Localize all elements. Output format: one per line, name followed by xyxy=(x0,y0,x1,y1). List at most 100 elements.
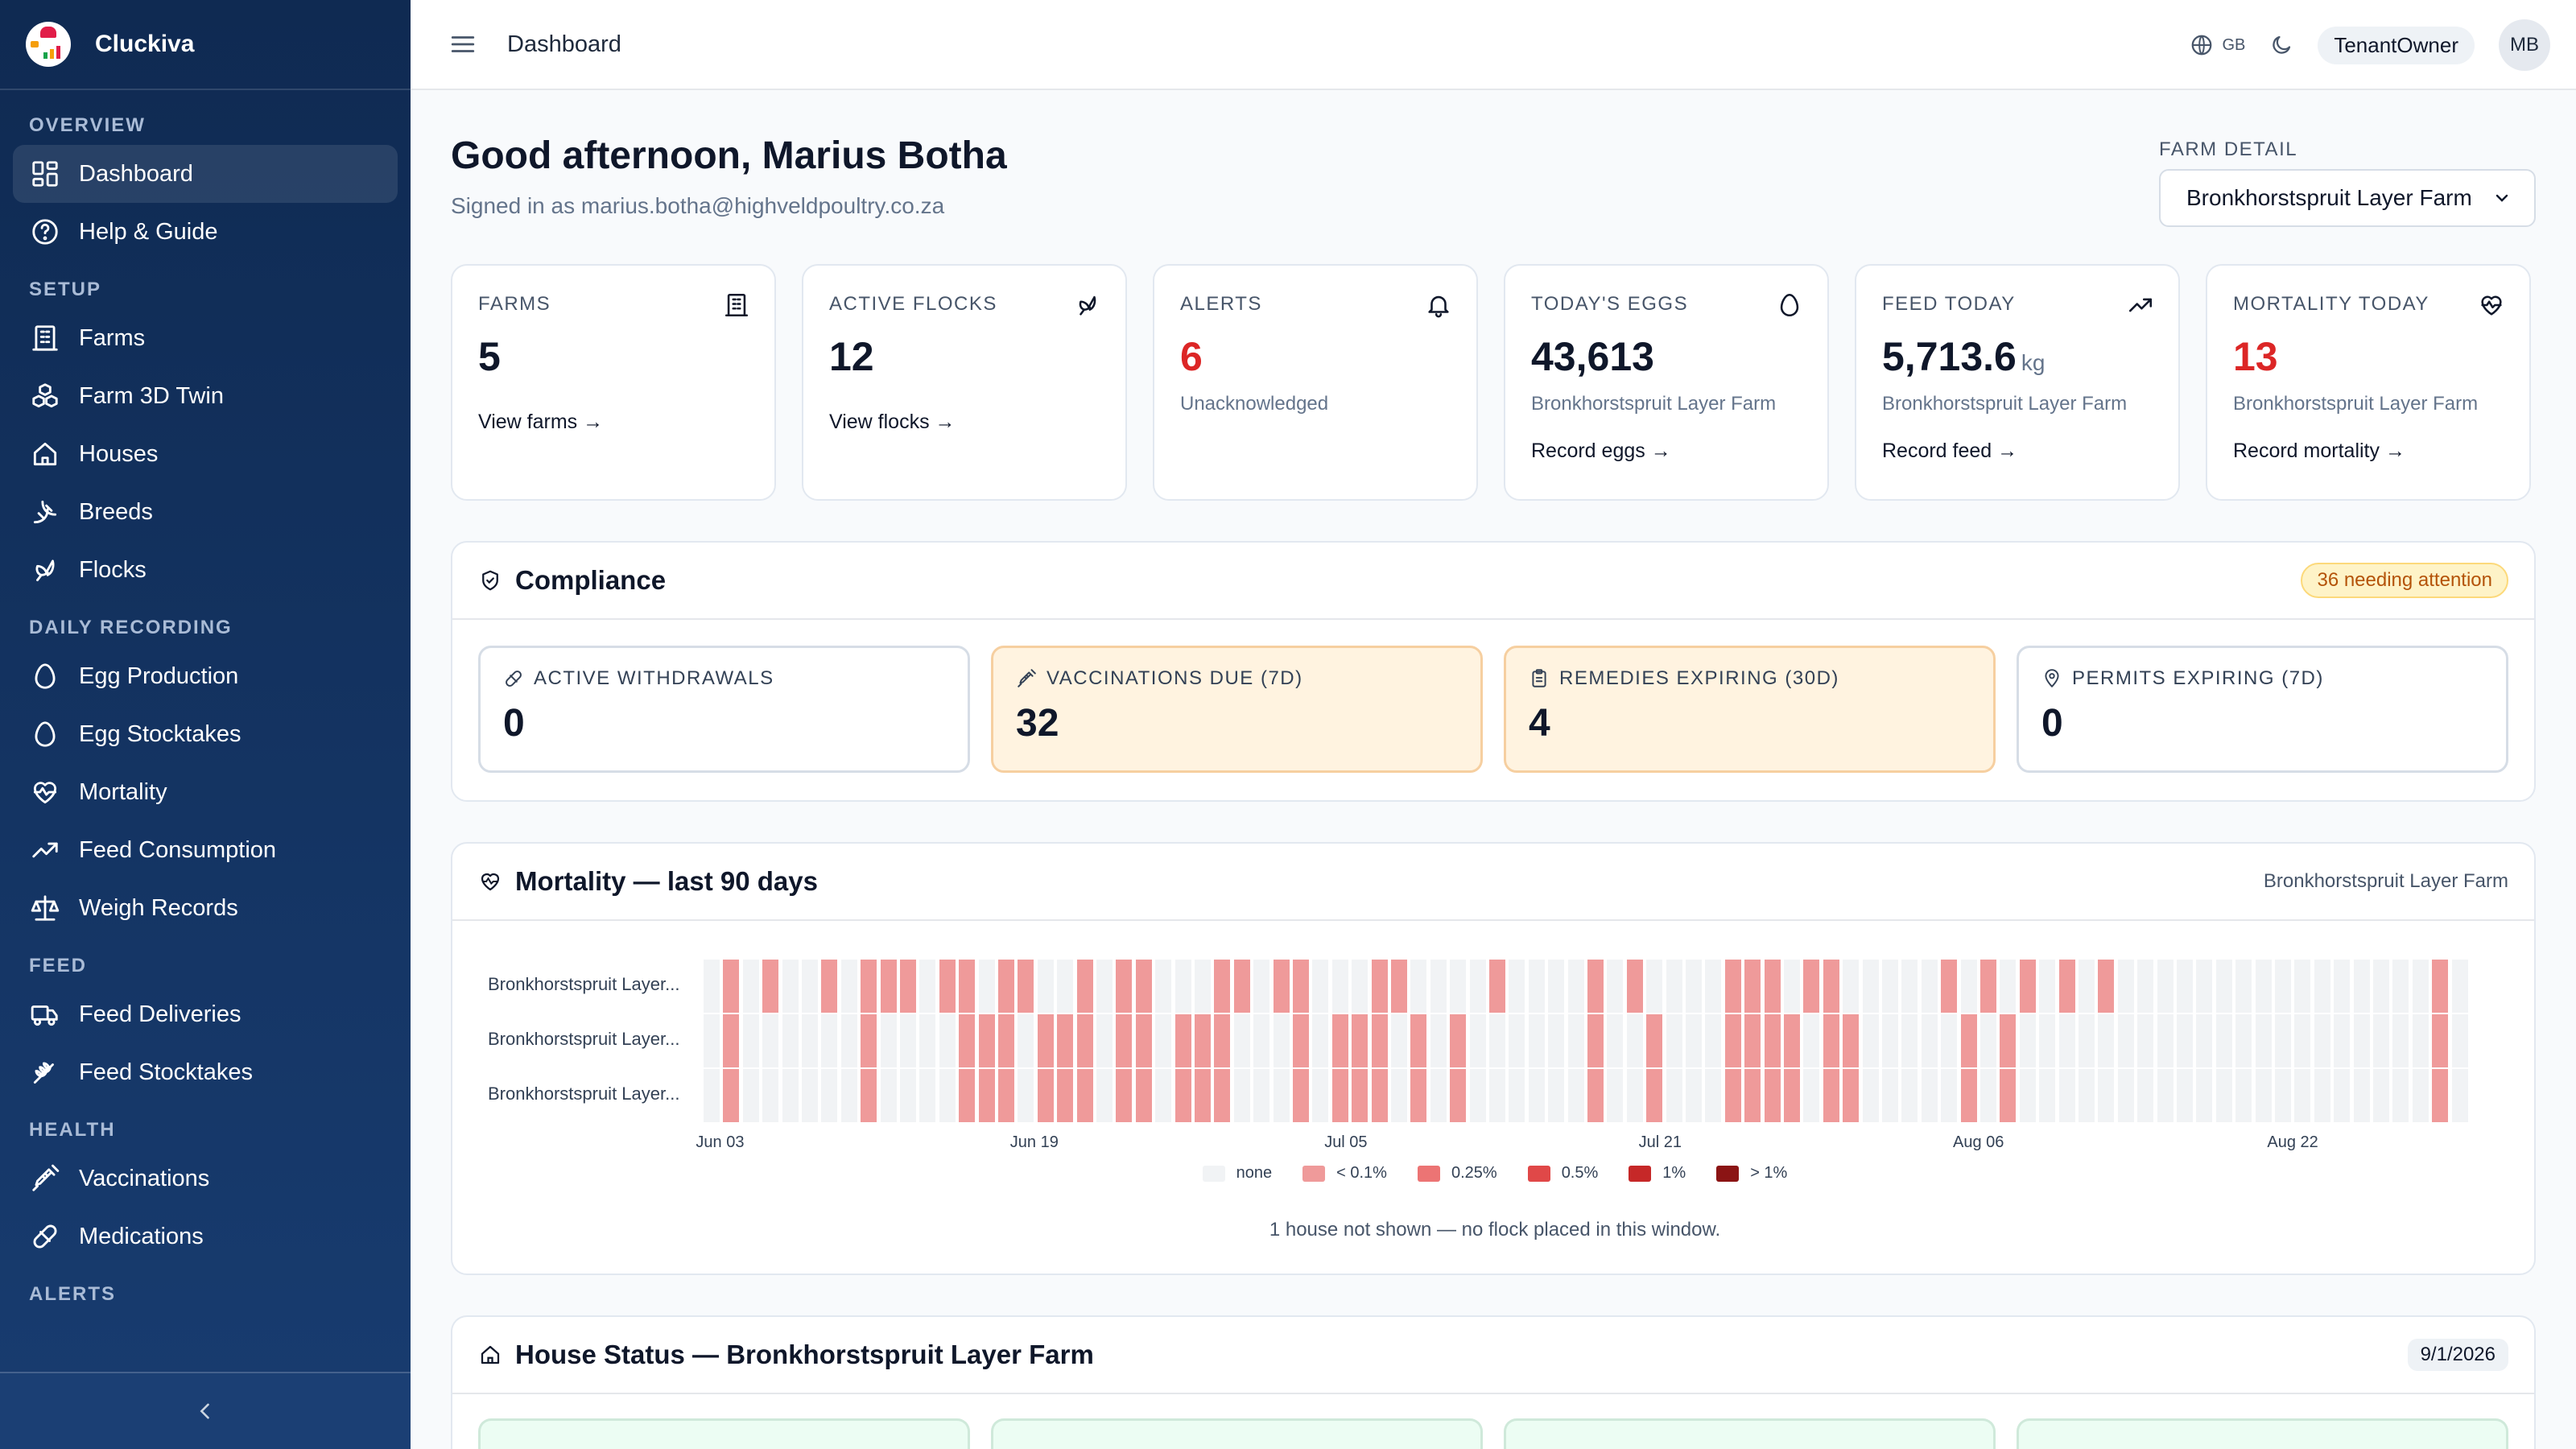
heatmap-cell[interactable] xyxy=(782,960,799,1013)
heatmap-cell[interactable] xyxy=(1764,1014,1781,1067)
heatmap-cell[interactable] xyxy=(2215,1069,2232,1122)
sidebar-item-feed-stocktakes[interactable]: Feed Stocktakes xyxy=(13,1043,398,1101)
heatmap-cell[interactable] xyxy=(2412,1069,2429,1122)
menu-toggle-button[interactable] xyxy=(448,29,478,60)
heatmap-cell[interactable] xyxy=(1253,960,1270,1013)
heatmap-cell[interactable] xyxy=(1803,960,1820,1013)
heatmap-cell[interactable] xyxy=(1509,1069,1525,1122)
heatmap-cell[interactable] xyxy=(998,1069,1014,1122)
heatmap-cell[interactable] xyxy=(2255,960,2272,1013)
heatmap-cell[interactable] xyxy=(1430,1014,1447,1067)
heatmap-cell[interactable] xyxy=(2177,1014,2193,1067)
heatmap-cell[interactable] xyxy=(2098,1014,2115,1067)
heatmap-cell[interactable] xyxy=(1352,1069,1368,1122)
heatmap-cell[interactable] xyxy=(1548,1069,1565,1122)
heatmap-cell[interactable] xyxy=(1273,960,1290,1013)
heatmap-cell[interactable] xyxy=(723,960,740,1013)
heatmap-cell[interactable] xyxy=(1744,1014,1761,1067)
heatmap-cell[interactable] xyxy=(1076,1069,1093,1122)
heatmap-cell[interactable] xyxy=(762,1069,779,1122)
heatmap-cell[interactable] xyxy=(1509,1014,1525,1067)
heatmap-cell[interactable] xyxy=(2019,960,2036,1013)
sidebar-item-breeds[interactable]: Breeds xyxy=(13,483,398,541)
heatmap-cell[interactable] xyxy=(1233,1014,1250,1067)
heatmap-cell[interactable] xyxy=(2392,960,2409,1013)
heatmap-cell[interactable] xyxy=(1116,960,1133,1013)
heatmap-cell[interactable] xyxy=(1607,960,1624,1013)
heatmap-cell[interactable] xyxy=(2255,1069,2272,1122)
compliance-card[interactable]: PERMITS EXPIRING (7D) 0 xyxy=(2017,646,2508,773)
heatmap-cell[interactable] xyxy=(704,1069,720,1122)
heatmap-cell[interactable] xyxy=(704,1014,720,1067)
heatmap-cell[interactable] xyxy=(2157,1069,2174,1122)
heatmap-cell[interactable] xyxy=(821,1069,838,1122)
heatmap-cell[interactable] xyxy=(1450,1069,1467,1122)
heatmap-cell[interactable] xyxy=(1214,960,1231,1013)
heatmap-cell[interactable] xyxy=(1293,1014,1309,1067)
heatmap-cell[interactable] xyxy=(2137,1014,2154,1067)
heatmap-cell[interactable] xyxy=(1960,1014,1977,1067)
heatmap-cell[interactable] xyxy=(2117,1014,2134,1067)
heatmap-cell[interactable] xyxy=(1469,1014,1486,1067)
heatmap-cell[interactable] xyxy=(1882,1014,1898,1067)
heatmap-cell[interactable] xyxy=(2373,1014,2389,1067)
heatmap-cell[interactable] xyxy=(1450,960,1467,1013)
heatmap-cell[interactable] xyxy=(2196,1014,2213,1067)
heatmap-cell[interactable] xyxy=(1882,1069,1898,1122)
heatmap-cell[interactable] xyxy=(1764,1069,1781,1122)
heatmap-cell[interactable] xyxy=(1391,1014,1407,1067)
heatmap-cell[interactable] xyxy=(1352,960,1368,1013)
heatmap-cell[interactable] xyxy=(1646,1069,1663,1122)
heatmap-cell[interactable] xyxy=(2314,1069,2330,1122)
heatmap-cell[interactable] xyxy=(1489,1014,1505,1067)
heatmap-cell[interactable] xyxy=(1862,1069,1879,1122)
heatmap-cell[interactable] xyxy=(1724,960,1741,1013)
heatmap-cell[interactable] xyxy=(1587,1069,1604,1122)
heatmap-cell[interactable] xyxy=(1744,960,1761,1013)
heatmap-cell[interactable] xyxy=(998,1014,1014,1067)
sidebar-item-farm-3d-twin[interactable]: Farm 3D Twin xyxy=(13,367,398,425)
heatmap-cell[interactable] xyxy=(1057,1069,1074,1122)
heatmap-cell[interactable] xyxy=(2275,1069,2291,1122)
heatmap-cell[interactable] xyxy=(742,960,759,1013)
heatmap-cell[interactable] xyxy=(1135,1014,1152,1067)
role-badge[interactable]: TenantOwner xyxy=(2318,26,2475,64)
heatmap-cell[interactable] xyxy=(742,1014,759,1067)
heatmap-cell[interactable] xyxy=(1430,1069,1447,1122)
sidebar-item-dashboard[interactable]: Dashboard xyxy=(13,145,398,203)
sidebar-item-feed-deliveries[interactable]: Feed Deliveries xyxy=(13,985,398,1043)
heatmap-cell[interactable] xyxy=(1195,960,1211,1013)
heatmap-cell[interactable] xyxy=(1607,1014,1624,1067)
heatmap-cell[interactable] xyxy=(2177,1069,2193,1122)
heatmap-cell[interactable] xyxy=(1567,1014,1584,1067)
heatmap-cell[interactable] xyxy=(1331,960,1348,1013)
sidebar-item-mortality[interactable]: Mortality xyxy=(13,763,398,821)
heatmap-cell[interactable] xyxy=(1528,1014,1545,1067)
heatmap-cell[interactable] xyxy=(1882,960,1898,1013)
heatmap-cell[interactable] xyxy=(1528,1069,1545,1122)
heatmap-cell[interactable] xyxy=(2451,1069,2468,1122)
heatmap-cell[interactable] xyxy=(2079,1014,2095,1067)
heatmap-cell[interactable] xyxy=(1960,1069,1977,1122)
heatmap-cell[interactable] xyxy=(2098,1069,2115,1122)
heatmap-cell[interactable] xyxy=(978,1014,995,1067)
heatmap-cell[interactable] xyxy=(919,1069,936,1122)
heatmap-cell[interactable] xyxy=(2157,1014,2174,1067)
heatmap-cell[interactable] xyxy=(2412,960,2429,1013)
heatmap-cell[interactable] xyxy=(1018,1069,1034,1122)
heatmap-cell[interactable] xyxy=(1076,960,1093,1013)
sidebar-item-vaccinations[interactable]: Vaccinations xyxy=(13,1150,398,1208)
heatmap-cell[interactable] xyxy=(959,960,976,1013)
heatmap-cell[interactable] xyxy=(2294,1014,2311,1067)
heatmap-cell[interactable] xyxy=(1686,1069,1702,1122)
heatmap-cell[interactable] xyxy=(1548,1014,1565,1067)
heatmap-cell[interactable] xyxy=(1960,960,1977,1013)
heatmap-cell[interactable] xyxy=(1921,1069,1938,1122)
heatmap-cell[interactable] xyxy=(2235,1069,2252,1122)
heatmap-cell[interactable] xyxy=(978,1069,995,1122)
heatmap-cell[interactable] xyxy=(1037,1069,1054,1122)
farm-select[interactable]: Bronkhorstspruit Layer Farm xyxy=(2159,169,2536,227)
kpi-link[interactable]: Record mortality → xyxy=(2233,440,2405,462)
heatmap-cell[interactable] xyxy=(1744,1069,1761,1122)
heatmap-cell[interactable] xyxy=(2412,1014,2429,1067)
